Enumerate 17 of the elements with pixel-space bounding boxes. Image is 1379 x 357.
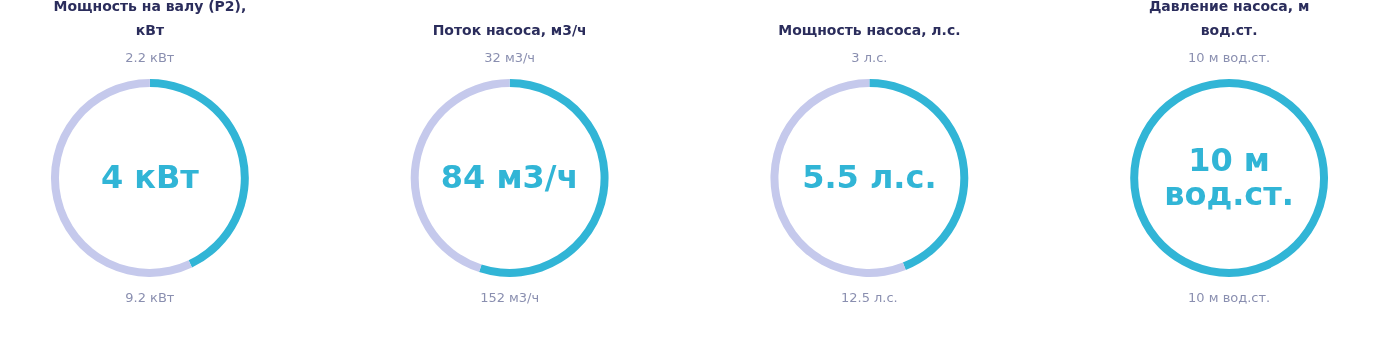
text: 32 м3/ч <box>484 50 536 66</box>
text: 9.2 кВт <box>125 289 175 305</box>
text: 10 м вод.ст. <box>1188 50 1271 66</box>
text: 10 м вод.ст. <box>1188 289 1271 305</box>
chart-title: Поток насоса, м3/ч <box>432 22 587 39</box>
text: 5.5 л.с. <box>802 157 937 196</box>
text: 2.2 кВт <box>125 50 175 66</box>
chart-title: Мощность на валу (P2), кВт <box>53 0 247 39</box>
chart-title: Мощность насоса, л.с. <box>778 22 961 39</box>
text: 12.5 л.с. <box>841 289 898 305</box>
text: 3 л.с. <box>851 50 888 66</box>
text: 10 м вод.ст. <box>1164 140 1294 213</box>
text: 4 кВт <box>100 157 200 196</box>
text: 152 м3/ч <box>480 289 540 305</box>
chart-title: Давление насоса, м вод.ст. <box>1148 0 1310 39</box>
text: 84 м3/ч <box>440 157 579 196</box>
donut-slice <box>869 79 969 270</box>
